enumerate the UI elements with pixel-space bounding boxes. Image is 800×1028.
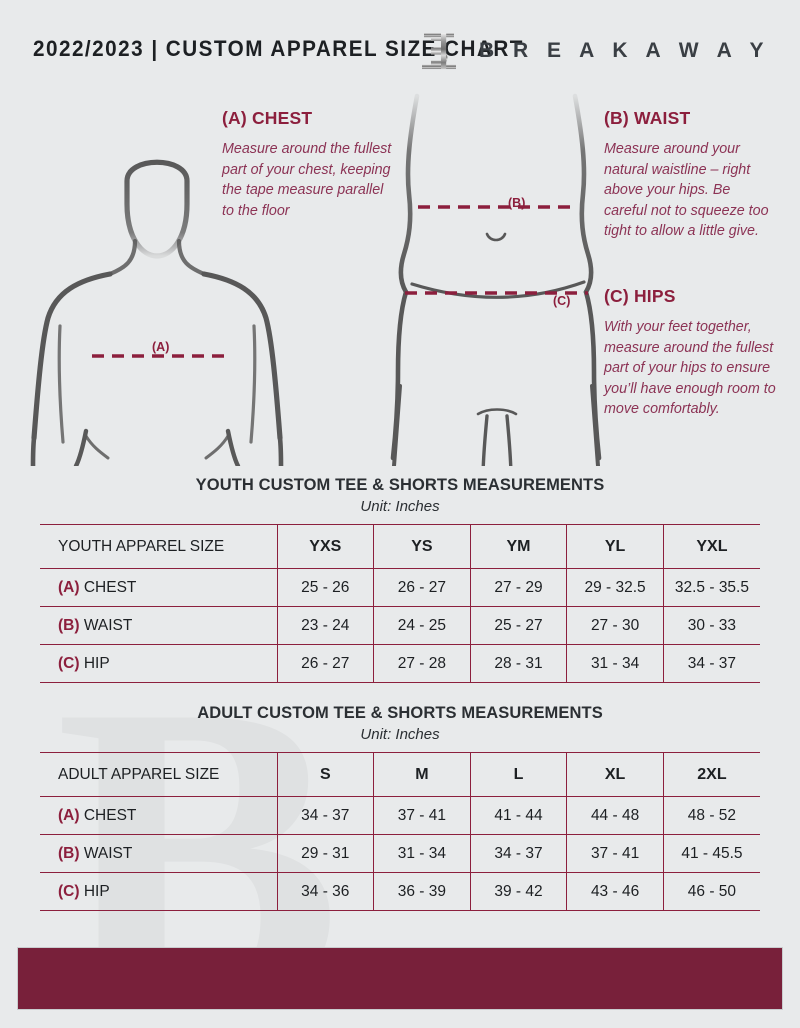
youth-col-2: YM [469,524,567,569]
youth-row-1-label: (B) WAIST [40,606,277,645]
youth-row-2-name: HIP [83,654,110,672]
chest-description: Measure around the fullest part of your … [222,141,392,219]
lower-body-figure [390,93,602,466]
adult-col-3: XL [566,752,664,797]
table-row: (C) HIP 34 - 36 36 - 39 39 - 42 43 - 46 … [40,872,760,911]
waist-instruction-block: (B) WAIST Measure around your natural wa… [604,108,776,242]
youth-col-0: YXS [276,524,374,569]
adult-row-1-label: (B) WAIST [40,834,277,873]
table-row: (B) WAIST 29 - 31 31 - 34 34 - 37 37 - 4… [40,834,760,873]
adult-rowhead-label: ADULT APPAREL SIZE [40,752,277,797]
adult-row-2-label: (C) HIP [40,872,277,911]
page-header: 2022/2023 | CUSTOM APPAREL SIZE CHART [0,33,800,78]
adult-table-section: ADULT CUSTOM TEE & SHORTS MEASUREMENTS U… [40,702,760,911]
adult-row-2-name: HIP [83,882,110,900]
youth-row-1-name: WAIST [83,616,133,634]
adult-col-4: 2XL [662,752,760,797]
adult-r0-c1: 37 - 41 [373,796,471,835]
adult-table-unit: Unit: Inches [360,726,440,743]
breakaway-b-monogram-icon [421,29,461,73]
adult-header-row: ADULT APPAREL SIZE S M L XL 2XL [40,752,760,797]
adult-row-1-tag: (B) [58,844,80,862]
adult-r1-c3: 37 - 41 [566,834,664,873]
youth-row-0-tag: (A) [58,578,80,596]
youth-size-table: YOUTH APPAREL SIZE YXS YS YM YL YXL (A) … [40,524,760,683]
youth-r2-c4: 34 - 37 [662,644,760,683]
adult-r1-c4: 41 - 45.5 [662,834,760,873]
adult-r1-c1: 31 - 34 [373,834,471,873]
youth-header-row: YOUTH APPAREL SIZE YXS YS YM YL YXL [40,524,760,569]
adult-r2-c4: 46 - 50 [662,872,760,911]
adult-r0-c2: 41 - 44 [469,796,567,835]
adult-row-2-tag: (C) [58,882,80,900]
adult-col-1: M [373,752,471,797]
youth-col-1: YS [373,524,471,569]
youth-r2-c3: 31 - 34 [566,644,664,683]
upper-body-figure [30,159,284,466]
youth-table-section: YOUTH CUSTOM TEE & SHORTS MEASUREMENTS U… [40,474,760,683]
table-row: (C) HIP 26 - 27 27 - 28 28 - 31 31 - 34 … [40,644,760,683]
adult-row-0-label: (A) CHEST [40,796,277,835]
table-row: (A) CHEST 25 - 26 26 - 27 27 - 29 29 - 3… [40,568,760,607]
adult-row-1-name: WAIST [83,844,133,862]
youth-row-2-tag: (C) [58,654,80,672]
brand-lockup: B R E A K A W A Y [421,29,770,73]
body-measurement-diagram [0,86,800,466]
youth-r2-c0: 26 - 27 [276,644,374,683]
adult-r2-c0: 34 - 36 [276,872,374,911]
table-row: (A) CHEST 34 - 37 37 - 41 41 - 44 44 - 4… [40,796,760,835]
youth-r0-c2: 27 - 29 [469,568,567,607]
waist-description: Measure around your natural waistline – … [604,141,769,239]
adult-col-0: S [276,752,374,797]
adult-row-0-tag: (A) [58,806,80,824]
adult-r1-c2: 34 - 37 [469,834,567,873]
adult-table-title: ADULT CUSTOM TEE & SHORTS MEASUREMENTS [197,704,603,722]
youth-col-4: YXL [662,524,760,569]
youth-r0-c3: 29 - 32.5 [566,568,664,607]
youth-r2-c1: 27 - 28 [373,644,471,683]
youth-row-1-tag: (B) [58,616,80,634]
waist-heading: (B) WAIST [604,108,691,128]
youth-r1-c0: 23 - 24 [276,606,374,645]
hips-heading: (C) HIPS [604,286,676,306]
youth-col-3: YL [566,524,664,569]
youth-row-0-label: (A) CHEST [40,568,277,607]
youth-r1-c4: 30 - 33 [662,606,760,645]
hip-line-label: (C) [553,294,571,308]
youth-r0-c0: 25 - 26 [276,568,374,607]
waist-line-label: (B) [508,196,526,210]
adult-r0-c3: 44 - 48 [566,796,664,835]
adult-r1-c0: 29 - 31 [276,834,374,873]
hips-instruction-block: (C) HIPS With your feet together, measur… [604,286,779,420]
hips-description: With your feet together, measure around … [604,319,776,417]
brand-name: B R E A K A W A Y [479,39,770,62]
youth-r2-c2: 28 - 31 [469,644,567,683]
chest-instruction-block: (A) CHEST Measure around the fullest par… [222,108,397,221]
youth-r1-c1: 24 - 25 [373,606,471,645]
adult-r2-c3: 43 - 46 [566,872,664,911]
adult-r0-c4: 48 - 52 [662,796,760,835]
adult-size-table: ADULT APPAREL SIZE S M L XL 2XL (A) CHES… [40,752,760,911]
adult-r2-c2: 39 - 42 [469,872,567,911]
youth-r0-c4: 32.5 - 35.5 [662,568,760,607]
table-row: (B) WAIST 23 - 24 24 - 25 25 - 27 27 - 3… [40,606,760,645]
youth-r1-c2: 25 - 27 [469,606,567,645]
adult-row-0-name: CHEST [83,806,137,824]
adult-r0-c0: 34 - 37 [276,796,374,835]
chest-heading: (A) CHEST [222,108,313,128]
adult-r2-c1: 36 - 39 [373,872,471,911]
chest-line-label: (A) [152,340,170,354]
footer-bar [17,947,783,1010]
youth-r1-c3: 27 - 30 [566,606,664,645]
youth-table-title: YOUTH CUSTOM TEE & SHORTS MEASUREMENTS [195,476,605,494]
youth-table-unit: Unit: Inches [360,498,440,515]
youth-row-2-label: (C) HIP [40,644,277,683]
adult-col-2: L [469,752,567,797]
youth-r0-c1: 26 - 27 [373,568,471,607]
youth-row-0-name: CHEST [83,578,137,596]
youth-rowhead-label: YOUTH APPAREL SIZE [40,524,277,569]
